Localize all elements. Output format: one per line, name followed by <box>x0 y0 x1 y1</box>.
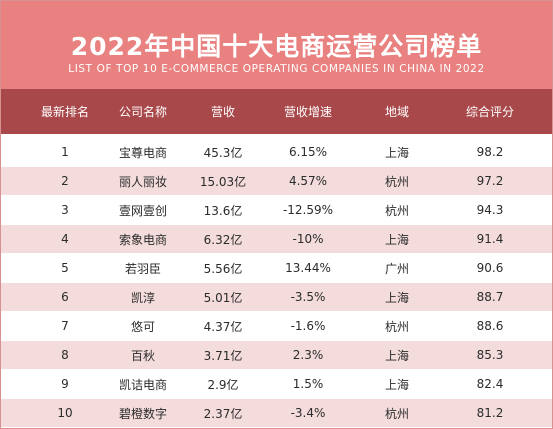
cell-score: 81.2 <box>476 406 504 420</box>
cell-company: 宝尊电商 <box>118 145 167 160</box>
cell-revenue: 3.71亿 <box>203 348 243 363</box>
cell-growth: 1.5% <box>292 377 324 391</box>
cell-revenue: 4.37亿 <box>203 319 243 334</box>
table-row: 7 悠可 4.37亿 -1.6% 杭州 88.6 <box>1 312 552 340</box>
cell-growth: 2.3% <box>292 348 324 362</box>
table-row: 5 若羽臣 5.56亿 13.44% 广州 90.6 <box>1 254 552 282</box>
table-row: 1 宝尊电商 45.3亿 6.15% 上海 98.2 <box>1 138 552 166</box>
table-header-row: 最新排名 公司名称 营收 营收增速 地域 综合评分 <box>1 89 552 134</box>
cell-company: 丽人丽妆 <box>118 174 167 189</box>
cell-revenue: 2.9亿 <box>207 377 239 392</box>
cell-revenue: 13.6亿 <box>203 203 243 218</box>
cell-score: 97.2 <box>476 174 504 188</box>
cell-region: 上海 <box>384 377 409 392</box>
cell-score: 98.2 <box>476 145 504 159</box>
cell-score: 82.4 <box>476 377 504 391</box>
header-score: 综合评分 <box>465 105 514 119</box>
cell-rank: 5 <box>61 261 69 275</box>
cell-score: 85.3 <box>476 348 504 362</box>
cell-growth: 4.57% <box>288 174 328 188</box>
cell-region: 杭州 <box>384 203 409 218</box>
cell-growth: -3.4% <box>290 406 326 420</box>
cell-rank: 6 <box>61 290 69 304</box>
cell-region: 杭州 <box>384 319 409 334</box>
header-revenue: 营收 <box>210 105 235 119</box>
cell-rank: 1 <box>61 145 69 159</box>
cell-revenue: 15.03亿 <box>199 174 247 189</box>
header-rank: 最新排名 <box>40 105 89 119</box>
cell-region: 上海 <box>384 145 409 160</box>
cell-revenue: 5.01亿 <box>203 290 243 305</box>
cell-company: 悠可 <box>130 319 155 334</box>
table-row: 6 凯淳 5.01亿 -3.5% 上海 88.7 <box>1 283 552 311</box>
table-row: 2 丽人丽妆 15.03亿 4.57% 杭州 97.2 <box>1 167 552 195</box>
cell-rank: 10 <box>57 406 73 420</box>
page-title: 2022年中国十大电商运营公司榜单 <box>70 32 483 61</box>
cell-company: 百秋 <box>130 348 155 363</box>
cell-revenue: 2.37亿 <box>203 406 243 421</box>
cell-region: 杭州 <box>384 406 409 421</box>
cell-growth: 13.44% <box>285 261 331 275</box>
cell-company: 凯诘电商 <box>118 377 167 392</box>
cell-score: 94.3 <box>476 203 504 217</box>
page-subtitle: LIST OF TOP 10 E-COMMERCE OPERATING COMP… <box>68 63 485 75</box>
cell-score: 91.4 <box>476 232 504 246</box>
table-row: 4 索象电商 6.32亿 -10% 上海 91.4 <box>1 225 552 253</box>
cell-rank: 4 <box>61 232 69 246</box>
cell-company: 壹网壹创 <box>118 203 167 218</box>
cell-revenue: 5.56亿 <box>203 261 243 276</box>
cell-score: 88.6 <box>476 319 504 333</box>
cell-growth: -12.59% <box>282 203 334 217</box>
cell-region: 上海 <box>384 290 409 305</box>
cell-growth: 6.15% <box>288 145 328 159</box>
cell-region: 广州 <box>384 261 409 276</box>
cell-rank: 8 <box>61 348 69 362</box>
cell-rank: 3 <box>61 203 69 217</box>
cell-company: 碧橙数字 <box>118 406 167 421</box>
header-region: 地域 <box>384 105 409 119</box>
cell-growth: -1.6% <box>290 319 326 333</box>
cell-rank: 2 <box>61 174 69 188</box>
cell-company: 凯淳 <box>130 290 155 305</box>
cell-company: 索象电商 <box>118 232 167 247</box>
table-row: 3 壹网壹创 13.6亿 -12.59% 杭州 94.3 <box>1 196 552 224</box>
cell-region: 上海 <box>384 348 409 363</box>
header-company: 公司名称 <box>118 105 167 119</box>
cell-growth: -3.5% <box>290 290 326 304</box>
table-row: 10 碧橙数字 2.37亿 -3.4% 杭州 81.2 <box>1 399 552 427</box>
title-banner: 2022年中国十大电商运营公司榜单 LIST OF TOP 10 E-COMME… <box>1 1 552 89</box>
cell-revenue: 45.3亿 <box>203 145 243 160</box>
cell-score: 88.7 <box>476 290 504 304</box>
cell-growth: -10% <box>292 232 324 246</box>
header-growth: 营收增速 <box>283 105 332 119</box>
cell-company: 若羽臣 <box>124 261 161 276</box>
table-row: 8 百秋 3.71亿 2.3% 上海 85.3 <box>1 341 552 369</box>
cell-score: 90.6 <box>476 261 504 275</box>
cell-rank: 9 <box>61 377 69 391</box>
cell-revenue: 6.32亿 <box>203 232 243 247</box>
cell-rank: 7 <box>61 319 69 333</box>
cell-region: 上海 <box>384 232 409 247</box>
cell-region: 杭州 <box>384 174 409 189</box>
table-row: 9 凯诘电商 2.9亿 1.5% 上海 82.4 <box>1 370 552 398</box>
